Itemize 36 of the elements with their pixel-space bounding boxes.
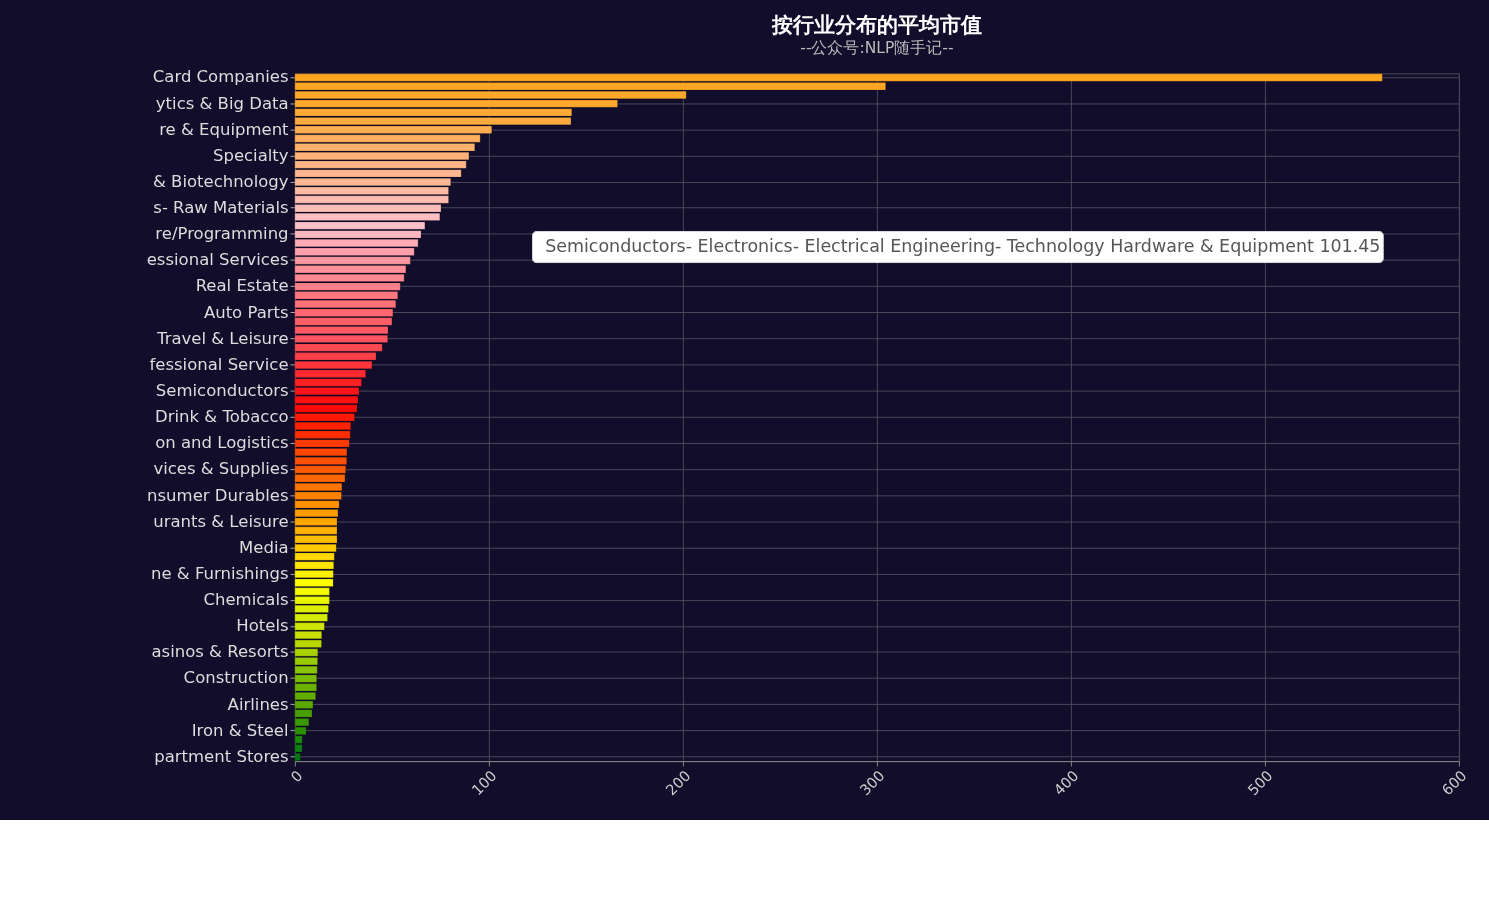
x-tick-label: 600 bbox=[1438, 766, 1470, 799]
y-tick-label: ytics & Big Data bbox=[155, 93, 289, 113]
x-tick-label: 100 bbox=[468, 766, 500, 799]
y-tick-label: urants & Leisure bbox=[153, 511, 289, 531]
y-tick-label: Travel & Leisure bbox=[156, 328, 289, 348]
annotation: Semiconductors- Electronics- Electrical Engineering- Technology Hardware & Equipment 101.45 bbox=[545, 235, 1381, 256]
y-tick-label: Card Companies bbox=[152, 67, 289, 87]
y-tick-label: nsumer Durables bbox=[147, 485, 289, 505]
y-tick-label: re/Programming bbox=[155, 224, 289, 244]
y-tick-label: Semiconductors bbox=[155, 380, 289, 400]
y-tick-label: vices & Supplies bbox=[153, 459, 289, 479]
y-tick-label: Drink & Tobacco bbox=[155, 407, 289, 427]
x-tick-label: 0 bbox=[287, 766, 306, 786]
y-tick-label: essional Services bbox=[146, 250, 289, 270]
y-tick-label: partment Stores bbox=[154, 746, 289, 766]
y-tick-label: Iron & Steel bbox=[191, 720, 289, 740]
y-tick-label: s- Raw Materials bbox=[153, 198, 289, 218]
y-tick-label: Airlines bbox=[227, 694, 289, 714]
x-tick-label: 500 bbox=[1244, 766, 1276, 799]
y-tick-label: Chemicals bbox=[203, 590, 289, 610]
y-tick-label: fessional Service bbox=[149, 354, 289, 374]
chart-subtitle: --公众号:NLP随手记-- bbox=[800, 38, 954, 57]
y-tick-label: Specialty bbox=[212, 145, 289, 165]
y-tick-label: Media bbox=[239, 537, 289, 557]
x-tick-label: 300 bbox=[856, 766, 888, 799]
y-tick-label: Real Estate bbox=[195, 276, 289, 296]
x-tick-label: 400 bbox=[1050, 766, 1082, 799]
chart-title: 按行业分布的平均市值 bbox=[770, 12, 982, 38]
y-tick-label: Hotels bbox=[236, 616, 289, 636]
y-tick-label: re & Equipment bbox=[159, 119, 290, 139]
y-tick-label: Construction bbox=[183, 668, 289, 688]
y-tick-label: ne & Furnishings bbox=[150, 563, 289, 583]
y-tick-label: & Biotechnology bbox=[152, 171, 289, 191]
y-tick-label: Auto Parts bbox=[203, 302, 289, 322]
y-tick-label: asinos & Resorts bbox=[151, 642, 289, 662]
y-tick-label: on and Logistics bbox=[155, 433, 289, 453]
